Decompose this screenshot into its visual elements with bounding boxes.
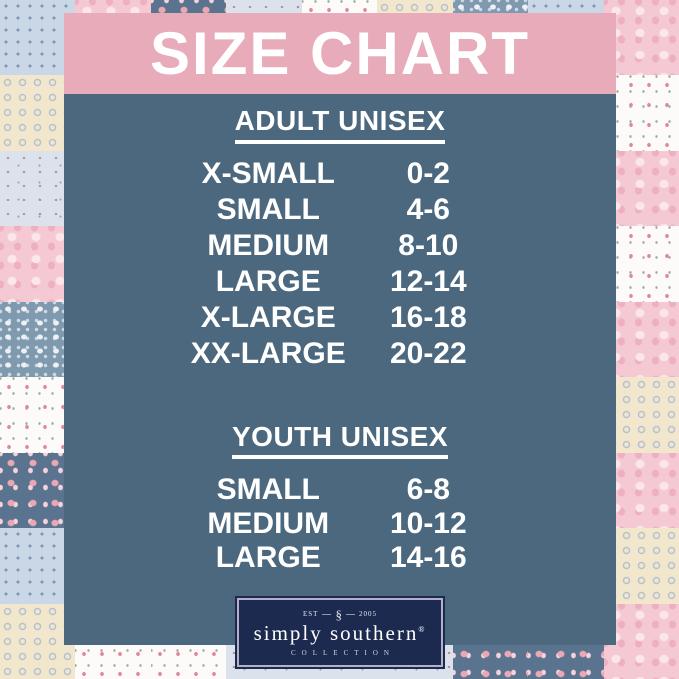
- table-row: X-SMALL 0-2: [64, 156, 616, 192]
- size-label: X-SMALL: [201, 156, 335, 190]
- size-range: 10-12: [389, 507, 467, 541]
- title-banner: SIZE CHART: [64, 13, 616, 94]
- table-row: LARGE 12-14: [64, 264, 616, 300]
- size-range: 6-8: [406, 473, 450, 507]
- table-row: LARGE 14-16: [64, 541, 616, 575]
- youth-unisex-heading: YOUTH UNISEX: [231, 420, 449, 460]
- est-label: EST: [303, 610, 319, 619]
- quilt-patch: [0, 226, 76, 302]
- size-label: XX-LARGE: [190, 336, 346, 370]
- page-title: SIZE CHART: [150, 19, 530, 87]
- adult-unisex-heading: ADULT UNISEX: [234, 104, 446, 144]
- quilt-patch: [0, 377, 76, 453]
- divider: [345, 613, 355, 615]
- section-adult-unisex: ADULT UNISEX X-SMALL 0-2 SMALL 4-6 MEDIU…: [64, 104, 616, 372]
- brand-logo: EST § 2005 simply southern® COLLECTION: [237, 598, 443, 667]
- size-range: 4-6: [406, 192, 450, 226]
- size-label: MEDIUM: [207, 507, 330, 541]
- quilt-patch: [603, 75, 679, 151]
- section-youth-unisex: YOUTH UNISEX SMALL 6-8 MEDIUM 10-12 LARG…: [64, 420, 616, 576]
- quilt-patch: [603, 377, 679, 453]
- table-row: MEDIUM 8-10: [64, 228, 616, 264]
- quilt-patch: [603, 603, 679, 679]
- quilt-patch: [0, 0, 76, 76]
- brand-name-text: simply southern: [253, 620, 419, 645]
- size-range: 20-22: [389, 336, 467, 370]
- quilt-patch: [603, 452, 679, 529]
- table-row: X-LARGE 16-18: [64, 300, 616, 336]
- table-row: XX-LARGE 20-22: [64, 336, 616, 372]
- registered-mark: ®: [418, 624, 427, 634]
- size-chart-panel: ADULT UNISEX X-SMALL 0-2 SMALL 4-6 MEDIU…: [64, 94, 616, 645]
- logo-est-row: EST § 2005: [303, 608, 377, 621]
- quilt-patch: [0, 75, 76, 151]
- quilt-patch: [603, 226, 679, 302]
- quilt-patch: [603, 528, 679, 604]
- size-label: X-LARGE: [200, 300, 336, 334]
- size-range: 14-16: [389, 541, 467, 575]
- quilt-patch: [603, 0, 679, 76]
- quilt-patch: [0, 603, 76, 679]
- quilt-patch: [603, 150, 679, 227]
- quilt-patch: [0, 528, 76, 604]
- divider: [322, 613, 332, 615]
- brand-subtitle: COLLECTION: [291, 649, 395, 658]
- adult-size-rows: X-SMALL 0-2 SMALL 4-6 MEDIUM 8-10 LARGE …: [64, 156, 616, 372]
- size-label: MEDIUM: [207, 228, 330, 262]
- ss-monogram-icon: §: [335, 606, 342, 622]
- size-label: LARGE: [215, 541, 321, 575]
- est-year: 2005: [358, 610, 377, 619]
- size-label: SMALL: [216, 192, 320, 226]
- quilt-patch: [0, 301, 76, 378]
- table-row: SMALL 6-8: [64, 473, 616, 507]
- size-label: LARGE: [215, 264, 321, 298]
- table-row: MEDIUM 10-12: [64, 507, 616, 541]
- youth-size-rows: SMALL 6-8 MEDIUM 10-12 LARGE 14-16: [64, 473, 616, 575]
- brand-name: simply southern®: [254, 621, 427, 645]
- size-label: SMALL: [216, 473, 320, 507]
- table-row: SMALL 4-6: [64, 192, 616, 228]
- quilt-patch: [0, 150, 76, 227]
- size-range: 12-14: [389, 264, 467, 298]
- size-range: 8-10: [398, 228, 459, 262]
- quilt-patch: [0, 452, 76, 529]
- quilt-patch: [603, 301, 679, 378]
- size-range: 0-2: [406, 156, 450, 190]
- size-range: 16-18: [389, 300, 467, 334]
